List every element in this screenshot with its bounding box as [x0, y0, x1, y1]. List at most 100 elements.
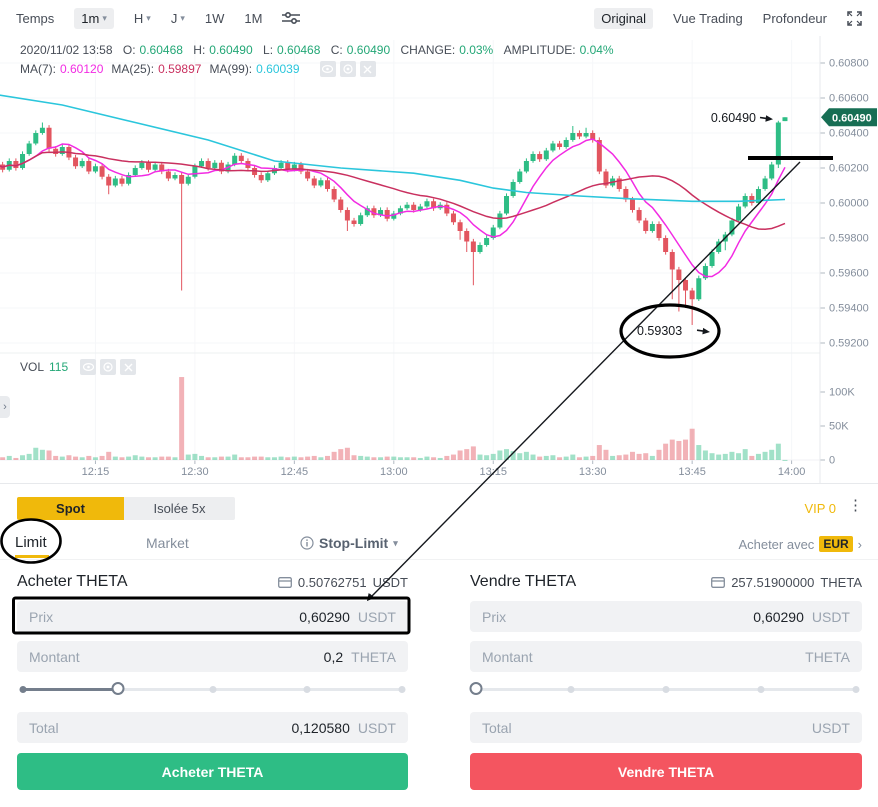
view-depth-button[interactable]: Profondeur	[762, 10, 827, 26]
slider-step-dot[interactable]	[398, 685, 406, 693]
volume-bar	[159, 456, 165, 460]
sell-percent-slider[interactable]	[469, 681, 862, 697]
buy-available-balance: 0.50762751 USDT	[277, 575, 408, 590]
candle	[185, 176, 191, 184]
candle	[570, 133, 576, 140]
info-icon	[300, 536, 314, 550]
candle	[769, 164, 775, 179]
volume-bar	[192, 453, 198, 460]
buy-with-fiat-link[interactable]: Acheter avec EUR ›	[738, 536, 862, 552]
tab-spot[interactable]: Spot	[17, 497, 124, 520]
ma25-value: 0.59897	[158, 62, 202, 76]
slider-handle[interactable]	[469, 682, 483, 695]
buy-percent-slider[interactable]	[17, 681, 408, 697]
price-tick-label: 0.60400	[829, 128, 869, 140]
slider-step-dot[interactable]	[852, 685, 860, 693]
volume-bar	[73, 456, 79, 460]
tab-stop-limit-order[interactable]: Stop-Limit ▾	[300, 535, 398, 551]
interval-1m-month-button[interactable]: 1M	[244, 10, 263, 26]
interval-1w-button[interactable]: 1W	[204, 10, 225, 26]
slider-track[interactable]	[469, 681, 860, 697]
volume-bar	[351, 455, 357, 460]
sell-price-field[interactable]: Prix 0,60290 USDT	[470, 601, 862, 632]
candle	[596, 140, 602, 172]
slider-step-dot[interactable]	[567, 685, 575, 693]
interval-1m-button[interactable]: 1m ▾	[74, 7, 114, 29]
buy-button[interactable]: Acheter THETA	[17, 753, 408, 790]
slider-step-dot[interactable]	[209, 685, 216, 693]
target-icon[interactable]	[339, 61, 356, 77]
interval-day-button[interactable]: J ▾	[170, 10, 185, 26]
low-value: 0.60468	[277, 43, 321, 57]
volume-bar	[576, 457, 582, 460]
price-tick-label: 0.59600	[829, 268, 869, 280]
sell-total-field[interactable]: Total USDT	[470, 712, 862, 743]
volume-indicator: VOL 115	[20, 359, 137, 375]
tab-isolated-margin[interactable]: Isolée 5x	[124, 497, 235, 520]
candle	[656, 224, 662, 238]
change-value: 0.03%	[459, 43, 494, 57]
candle	[450, 213, 456, 223]
sell-amount-field[interactable]: Montant THETA	[470, 641, 862, 672]
slider-handle[interactable]	[111, 682, 125, 695]
volume-bar	[775, 443, 781, 460]
volume-value: 115	[49, 360, 69, 374]
volume-bar	[464, 449, 470, 460]
buy-total-field[interactable]: Total 0,120580 USDT	[17, 712, 408, 743]
indicator-settings-icon[interactable]	[282, 11, 301, 25]
more-menu-icon[interactable]: ⋮	[848, 497, 863, 514]
slider-step-dot[interactable]	[662, 685, 670, 693]
close-icon[interactable]	[359, 61, 376, 77]
gridlines	[0, 40, 820, 460]
volume-bar	[683, 439, 689, 460]
target-icon[interactable]	[100, 359, 117, 375]
fullscreen-icon[interactable]	[847, 10, 862, 26]
account-mode-tabs: Spot Isolée 5x	[17, 497, 235, 520]
candle	[258, 175, 264, 181]
tab-market-order[interactable]: Market	[146, 535, 189, 551]
volume-bar	[378, 457, 384, 460]
volume-bar	[583, 456, 589, 460]
view-trading-button[interactable]: Vue Trading	[673, 10, 743, 26]
candle	[106, 176, 112, 186]
candle	[132, 168, 138, 175]
buy-amount-field[interactable]: Montant 0,2 THETA	[17, 641, 408, 672]
candle	[26, 143, 32, 154]
slider-step-dot[interactable]	[757, 685, 765, 693]
time-tick-label: 12:15	[82, 466, 110, 478]
volume-bar	[663, 443, 669, 460]
candle	[344, 210, 350, 221]
ma-indicators: MA(7): 0.60120 MA(25): 0.59897 MA(99): 0.60…	[20, 61, 376, 77]
volume-bar	[504, 449, 510, 460]
caret-down-icon: ▾	[393, 537, 398, 548]
buy-price-field[interactable]: Prix 0,60290 USDT	[17, 601, 408, 632]
price-tick-label: 0.59400	[829, 303, 869, 315]
volume-bar	[550, 455, 556, 460]
buy-title: Acheter THETA	[17, 573, 128, 590]
volume-bar	[762, 451, 768, 460]
slider-track[interactable]	[19, 681, 406, 697]
candle	[126, 175, 132, 184]
volume-bar	[616, 455, 622, 460]
volume-bar	[364, 456, 370, 460]
slider-step-dot[interactable]	[19, 685, 27, 693]
eye-icon[interactable]	[319, 61, 336, 77]
eye-icon[interactable]	[80, 359, 97, 375]
sell-button[interactable]: Vendre THETA	[470, 753, 862, 790]
candle	[749, 196, 755, 203]
volume-bar	[86, 455, 92, 460]
vip-level-link[interactable]: VIP 0	[804, 501, 836, 516]
volume-bar	[424, 456, 430, 460]
volume-bar	[311, 455, 317, 460]
panel-expand-chevron[interactable]: ›	[0, 396, 10, 418]
candle	[358, 215, 364, 224]
interval-hour-button[interactable]: H ▾	[133, 10, 151, 26]
view-original-button[interactable]: Original	[594, 7, 654, 29]
tab-limit-order[interactable]: Limit	[15, 534, 47, 551]
candle	[99, 166, 105, 177]
slider-step-dot[interactable]	[303, 685, 311, 693]
volume-bar	[145, 457, 151, 460]
candle	[636, 210, 642, 221]
close-icon[interactable]	[120, 359, 137, 375]
